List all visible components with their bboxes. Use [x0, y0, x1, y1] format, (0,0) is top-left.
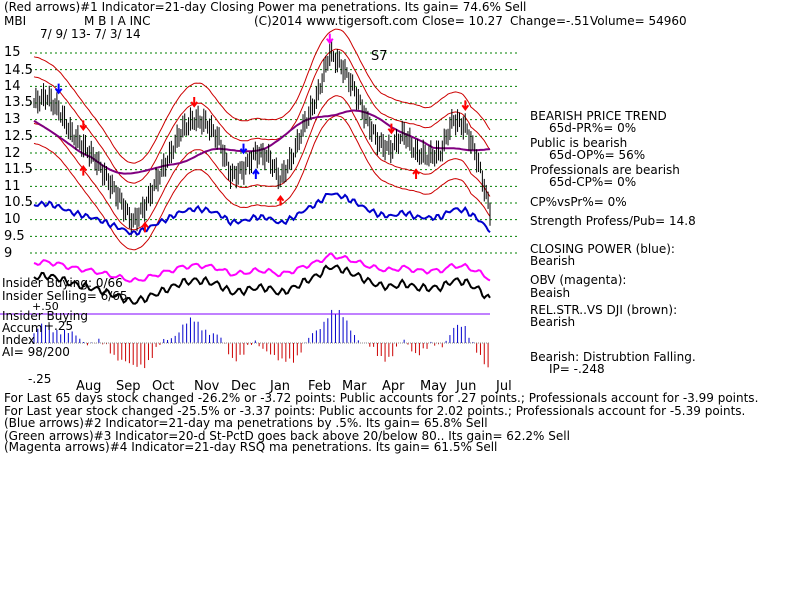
buy-arrow — [79, 165, 88, 176]
y-tick: 9.5 — [4, 229, 25, 244]
ticker: MBI — [4, 14, 27, 28]
x-tick: Mar — [342, 379, 367, 394]
closing-power-label: CLOSING POWER (blue): — [530, 242, 675, 256]
y-tick: 12 — [4, 146, 21, 161]
buy-arrow — [412, 168, 420, 179]
indicator-4: (Magenta arrows)#4 Indicator=21-day RSQ … — [4, 440, 498, 454]
insider-selling-count: Insider Selling= 6/65 — [2, 289, 128, 303]
insider-buying-label: Insider Buying — [2, 309, 88, 323]
pr-value: 65d-PR%= 0% — [549, 121, 637, 135]
plus50-label: +.50 — [32, 300, 59, 313]
y-tick: 14 — [4, 79, 21, 94]
signal-arrows — [54, 33, 470, 233]
x-tick: Aug — [76, 379, 102, 394]
x-tick: Oct — [152, 379, 175, 394]
x-tick: Sep — [116, 379, 141, 394]
upper-band — [33, 28, 491, 164]
x-tick: Nov — [194, 379, 220, 394]
indicator-1-title: (Red arrows)#1 Indicator=21-day Closing … — [4, 0, 527, 14]
obv-status: Beaish — [530, 286, 571, 300]
obv-series — [33, 252, 491, 283]
inner-lower-band — [33, 95, 491, 231]
sell-arrow — [461, 100, 470, 111]
closing-power-line — [33, 192, 491, 236]
band-lines — [33, 28, 491, 251]
closing-power-status: Bearish — [530, 254, 576, 268]
y-tick: 9 — [4, 246, 13, 261]
sell-arrow — [239, 143, 248, 155]
relstr-status: Bearish — [530, 315, 576, 329]
buy-arrow — [276, 195, 285, 206]
y-tick: 11.5 — [4, 162, 33, 177]
x-tick: Jul — [496, 379, 512, 394]
y-tick: 15 — [4, 45, 21, 60]
moving-average — [33, 109, 491, 175]
x-tick: Jan — [270, 379, 291, 394]
minus25-label: -.25 — [28, 372, 52, 386]
close-value: Close= 10.27 — [422, 14, 503, 28]
distribution-label: Bearish: Distrubtion Falling. — [530, 350, 696, 364]
date-range: 7/ 9/ 13- 7/ 3/ 14 — [40, 27, 141, 41]
sell-arrow — [190, 97, 199, 108]
x-tick: May — [420, 379, 447, 394]
relstr-label: REL.STR..VS DJI (brown): — [530, 303, 678, 317]
accum-label: Accum — [2, 321, 43, 335]
cp-value: 65d-CP%= 0% — [549, 175, 637, 189]
sell-arrow — [325, 33, 334, 45]
y-tick: 13.5 — [4, 95, 33, 110]
y-tick: 13 — [4, 112, 21, 127]
obv-line — [33, 252, 491, 305]
copyright: (C)2014 www.tigersoft.com — [254, 14, 418, 28]
change-value: Change=-.51 — [510, 14, 590, 28]
obv-label: OBV (magenta): — [530, 273, 627, 287]
prof-bearish: Professionals are bearish — [530, 163, 680, 177]
indicator-3: (Green arrows)#3 Indicator=20-d St-PctD … — [4, 429, 570, 443]
sell-arrow — [79, 120, 88, 131]
y-tick: 12.5 — [4, 129, 33, 144]
price-bars — [33, 40, 491, 236]
y-tick: 14.5 — [4, 63, 33, 78]
y-tick: 10 — [4, 212, 21, 227]
sell-arrow — [54, 83, 63, 95]
sell-arrow — [387, 123, 396, 135]
public-bearish: Public is bearish — [530, 136, 628, 150]
relstr-series — [33, 264, 491, 305]
y-tick: 10.5 — [4, 195, 33, 210]
strength-value: Strength Profess/Pub= 14.8 — [530, 214, 696, 228]
signal-s7: S7 — [371, 49, 388, 64]
x-tick: Jun — [456, 379, 477, 394]
ai-label: AI= 98/200 — [2, 345, 70, 359]
closing-power-series — [33, 192, 491, 236]
x-tick: Dec — [231, 379, 257, 394]
cpvspr-value: CP%vsPr%= 0% — [530, 195, 627, 209]
bearish-trend: BEARISH PRICE TREND — [530, 109, 667, 123]
plus25-label: +.25 — [44, 319, 74, 333]
ip-value: IP= -.248 — [549, 362, 605, 376]
index-label: Index — [2, 333, 36, 347]
stats-year: For Last year stock changed -25.5% or -3… — [4, 404, 746, 418]
volume-value: Volume= 54960 — [590, 14, 687, 28]
insider-buying-count: Insider Buying: 0/66 — [2, 276, 123, 290]
y-tick: 11 — [4, 179, 21, 194]
op-value: 65d-OP%= 56% — [549, 148, 646, 162]
buy-arrow — [141, 221, 149, 233]
indicator-2: (Blue arrows)#2 Indicator=21-day ma pene… — [4, 416, 488, 430]
stats-65days: For Last 65 days stock changed -26.2% or… — [4, 391, 759, 405]
x-tick: Feb — [308, 379, 332, 394]
x-tick: Apr — [382, 379, 405, 394]
inner-upper-band — [33, 48, 491, 184]
company-name: M B I A INC — [84, 14, 151, 28]
buy-arrow — [252, 168, 260, 179]
accum-histogram — [33, 309, 489, 369]
